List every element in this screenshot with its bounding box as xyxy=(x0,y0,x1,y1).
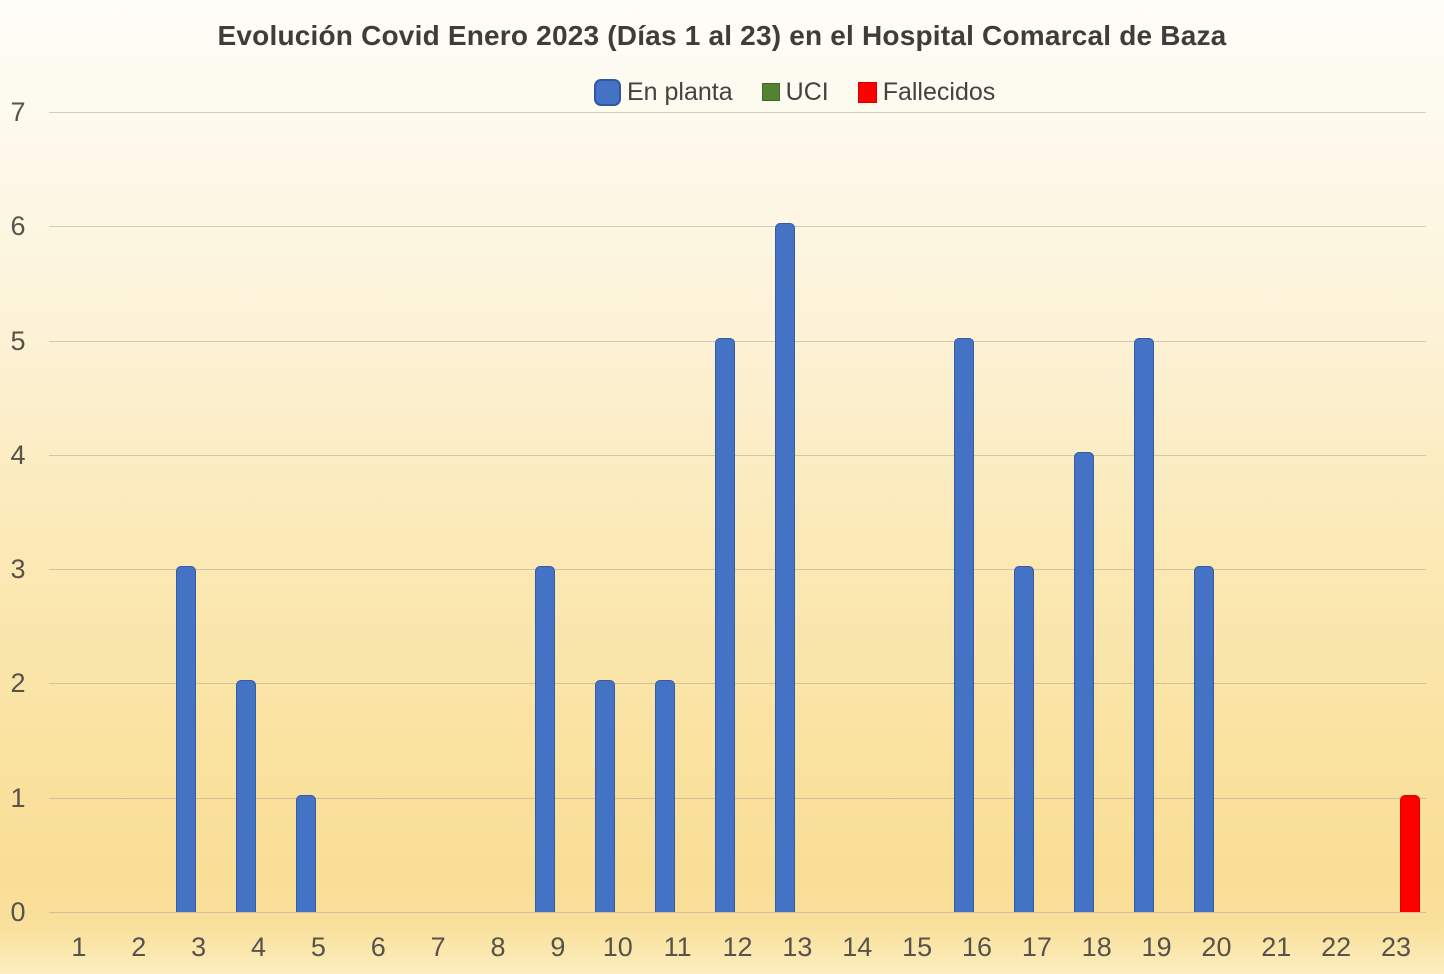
bar-en-planta-day-5 xyxy=(295,794,316,912)
y-axis-tick-label-5: 5 xyxy=(10,325,26,356)
x-axis-tick-label-18: 18 xyxy=(1081,932,1112,962)
x-axis-tick-label-8: 8 xyxy=(490,932,506,962)
x-axis-tick-label-21: 21 xyxy=(1261,932,1292,962)
x-axis-tick-label-20: 20 xyxy=(1201,932,1232,962)
bar-en-planta-day-3 xyxy=(176,566,197,912)
y-axis-tick-label-4: 4 xyxy=(10,439,26,470)
bar-en-planta-day-11 xyxy=(655,680,676,912)
x-axis-tick-label-7: 7 xyxy=(430,932,446,962)
legend-label-fallecidos: Fallecidos xyxy=(882,77,996,106)
fallecidos-swatch-icon xyxy=(857,81,877,103)
gridline-y-1 xyxy=(49,797,1426,799)
y-axis-tick-label-6: 6 xyxy=(10,211,26,242)
x-axis-tick-label-22: 22 xyxy=(1321,932,1352,962)
bar-en-planta-day-17 xyxy=(1014,566,1035,912)
x-axis-tick-label-5: 5 xyxy=(310,932,326,962)
x-axis-tick-label-11: 11 xyxy=(663,932,692,962)
bar-fallecidos-day-23 xyxy=(1399,794,1420,912)
gridline-y-2 xyxy=(49,683,1426,685)
x-axis-tick-label-13: 13 xyxy=(782,932,813,962)
gridline-y-0 xyxy=(49,912,1426,913)
legend-item-uci: UCI xyxy=(761,77,829,107)
bar-en-planta-day-10 xyxy=(595,680,616,912)
uci-swatch-icon xyxy=(761,83,780,101)
en-planta-swatch-icon xyxy=(594,78,621,106)
gridline-y-6 xyxy=(49,226,1426,228)
x-axis-tick-label-12: 12 xyxy=(722,932,753,962)
bar-en-planta-day-13 xyxy=(774,223,795,912)
legend-item-fallecidos: Fallecidos xyxy=(857,77,996,107)
x-axis-tick-label-9: 9 xyxy=(550,932,566,962)
x-axis-tick-label-10: 10 xyxy=(602,932,633,962)
legend-label-uci: UCI xyxy=(785,77,829,106)
legend: En planta UCI Fallecidos xyxy=(594,72,995,112)
x-axis-tick-label-1: 1 xyxy=(71,932,87,962)
x-axis-tick-label-6: 6 xyxy=(370,932,386,962)
gridline-y-4 xyxy=(49,454,1426,456)
y-axis-tick-label-2: 2 xyxy=(10,668,26,699)
gridline-y-3 xyxy=(49,569,1426,571)
x-axis-tick-label-23: 23 xyxy=(1381,932,1412,962)
bar-en-planta-day-12 xyxy=(715,337,735,912)
gridline-y-7 xyxy=(49,112,1426,113)
legend-label-en-planta: En planta xyxy=(627,77,733,106)
bar-en-planta-day-16 xyxy=(954,337,975,912)
x-axis-tick-label-3: 3 xyxy=(191,932,207,962)
x-axis-tick-label-19: 19 xyxy=(1141,932,1172,962)
x-axis-tick-label-2: 2 xyxy=(131,932,147,962)
bar-en-planta-day-9 xyxy=(535,566,556,912)
legend-item-en-planta: En planta xyxy=(594,78,733,107)
x-axis-tick-label-16: 16 xyxy=(961,932,992,962)
bar-en-planta-day-18 xyxy=(1074,451,1095,912)
y-axis-tick-label-7: 7 xyxy=(10,97,26,127)
gridline-y-5 xyxy=(49,340,1426,342)
bar-en-planta-day-4 xyxy=(236,680,257,912)
bar-en-planta-day-20 xyxy=(1193,566,1214,912)
y-axis-tick-label-3: 3 xyxy=(10,554,26,585)
x-axis-tick-label-4: 4 xyxy=(251,932,267,962)
y-axis-tick-label-0: 0 xyxy=(10,897,26,927)
x-axis-tick-label-15: 15 xyxy=(902,932,933,962)
x-axis-tick-label-14: 14 xyxy=(842,932,873,962)
y-axis-tick-label-1: 1 xyxy=(10,782,26,813)
plot-area xyxy=(49,112,1426,913)
chart-title: Evolución Covid Enero 2023 (Días 1 al 23… xyxy=(217,20,1227,51)
bar-en-planta-day-19 xyxy=(1134,337,1155,912)
x-axis-tick-label-17: 17 xyxy=(1021,932,1052,962)
